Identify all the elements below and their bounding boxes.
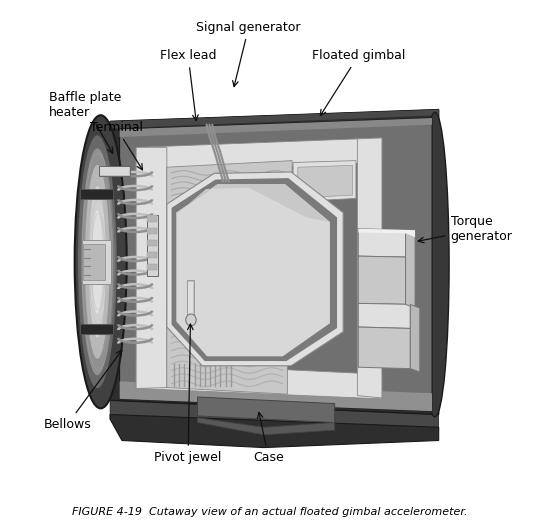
Text: Torque
generator: Torque generator <box>418 215 513 243</box>
Bar <box>147 215 158 276</box>
Polygon shape <box>176 184 330 356</box>
Bar <box>148 216 157 222</box>
Polygon shape <box>176 184 330 222</box>
Ellipse shape <box>85 165 109 358</box>
Ellipse shape <box>421 113 449 417</box>
Ellipse shape <box>75 115 127 408</box>
Polygon shape <box>110 415 439 448</box>
Bar <box>148 228 157 234</box>
Ellipse shape <box>78 135 117 388</box>
Polygon shape <box>83 244 106 280</box>
Ellipse shape <box>78 123 123 400</box>
Bar <box>148 240 157 246</box>
Ellipse shape <box>89 186 106 338</box>
Polygon shape <box>136 363 382 399</box>
Text: Terminal: Terminal <box>90 121 143 170</box>
Bar <box>188 282 193 318</box>
Polygon shape <box>167 303 287 394</box>
Polygon shape <box>110 109 439 129</box>
Bar <box>82 240 111 284</box>
Text: Flex lead: Flex lead <box>160 49 216 120</box>
Polygon shape <box>120 118 432 411</box>
Polygon shape <box>171 178 337 361</box>
Bar <box>80 189 113 200</box>
Text: Case: Case <box>253 413 284 464</box>
Polygon shape <box>358 303 410 328</box>
Text: Floated gimbal: Floated gimbal <box>312 49 405 116</box>
Polygon shape <box>110 109 439 140</box>
Polygon shape <box>167 172 343 366</box>
Polygon shape <box>167 160 292 206</box>
Polygon shape <box>110 109 439 415</box>
Bar <box>99 166 130 176</box>
Text: Baffle plate
heater: Baffle plate heater <box>49 91 121 153</box>
Polygon shape <box>405 230 415 308</box>
Polygon shape <box>358 256 405 304</box>
Polygon shape <box>120 118 432 137</box>
Polygon shape <box>198 397 335 423</box>
Text: Pivot jewel: Pivot jewel <box>155 324 222 464</box>
Polygon shape <box>298 165 353 198</box>
Bar <box>148 252 157 258</box>
Polygon shape <box>358 229 405 257</box>
Ellipse shape <box>92 210 102 314</box>
Bar <box>187 280 194 320</box>
Ellipse shape <box>186 314 196 326</box>
Bar <box>100 167 129 175</box>
Text: Signal generator: Signal generator <box>196 21 301 86</box>
Polygon shape <box>136 147 167 389</box>
Polygon shape <box>357 138 382 398</box>
Bar <box>148 264 157 270</box>
Polygon shape <box>293 160 356 202</box>
Text: Bellows: Bellows <box>44 350 122 431</box>
Ellipse shape <box>81 148 113 375</box>
Polygon shape <box>120 381 432 411</box>
Polygon shape <box>110 400 439 431</box>
Bar <box>80 324 113 334</box>
Polygon shape <box>358 327 410 369</box>
Polygon shape <box>136 138 382 172</box>
Polygon shape <box>410 304 420 372</box>
Polygon shape <box>358 229 415 237</box>
Polygon shape <box>198 418 335 435</box>
Text: FIGURE 4-19  Cutaway view of an actual floated gimbal accelerometer.: FIGURE 4-19 Cutaway view of an actual fl… <box>72 507 467 517</box>
